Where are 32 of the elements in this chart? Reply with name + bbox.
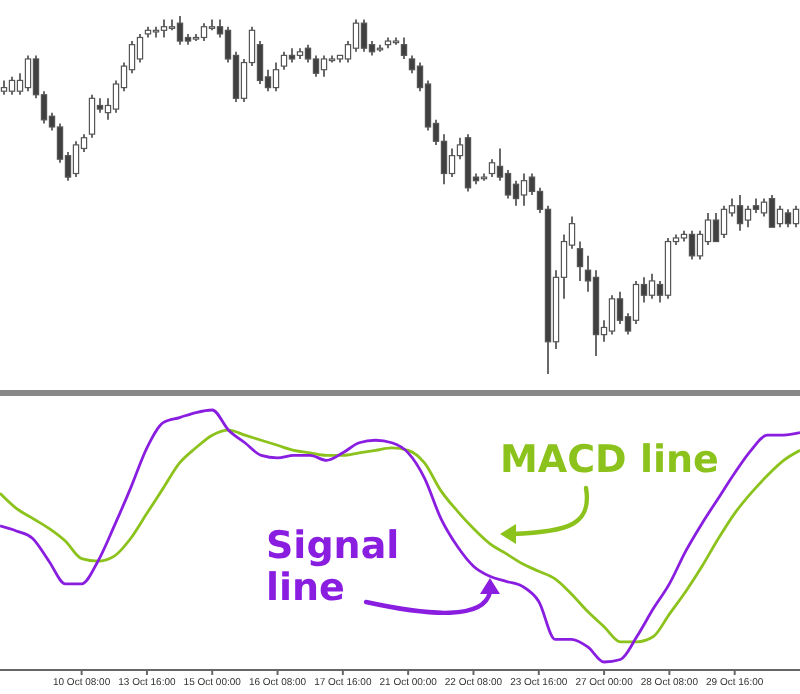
candlestick (648, 272, 656, 300)
candlestick (744, 204, 752, 229)
candlestick (400, 36, 408, 60)
candlestick (776, 204, 784, 229)
series-label: MACD line (500, 438, 719, 482)
candlestick (608, 294, 616, 336)
candlestick (352, 18, 360, 53)
candlestick (768, 194, 776, 229)
candlestick (328, 54, 336, 64)
candlestick (792, 204, 800, 229)
candlestick (320, 54, 328, 78)
candlestick (688, 230, 696, 261)
candlestick (616, 290, 624, 325)
legend-label: Signal line (266, 524, 400, 610)
candlestick (136, 33, 144, 64)
candlestick (392, 36, 400, 46)
candlestick (736, 194, 744, 232)
candlestick (712, 212, 720, 243)
candlestick (312, 54, 320, 78)
candlestick (632, 280, 640, 325)
candlestick (512, 179, 520, 207)
candlestick (520, 172, 528, 207)
candlestick (72, 140, 80, 178)
candlestick (576, 240, 584, 282)
candlestick (504, 169, 512, 200)
candlestick (360, 18, 368, 53)
candlestick (24, 54, 32, 92)
candlestick (88, 93, 96, 139)
candlestick (272, 61, 280, 92)
candlestick (720, 204, 728, 239)
candlestick (176, 15, 184, 46)
candlestick (448, 147, 456, 178)
